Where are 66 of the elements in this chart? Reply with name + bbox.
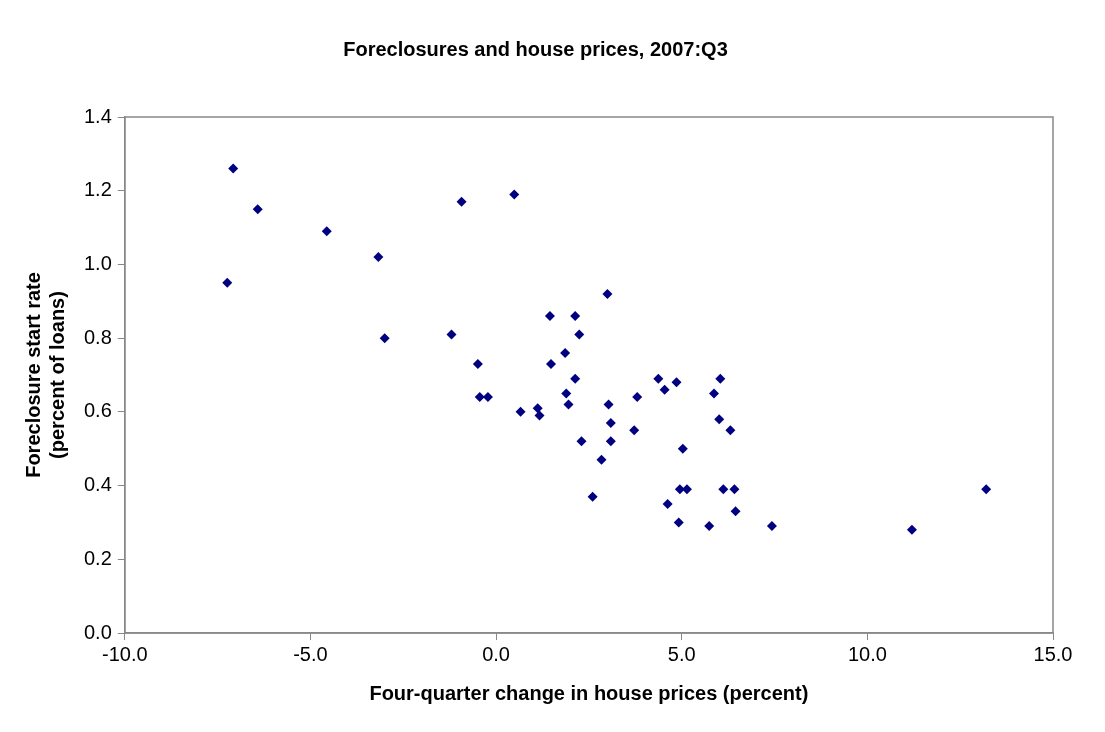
- point: [252, 204, 263, 215]
- point: [673, 517, 684, 528]
- point: [906, 524, 917, 535]
- point: [379, 333, 390, 344]
- point: [729, 484, 740, 495]
- point: [570, 373, 581, 384]
- point: [574, 329, 585, 340]
- chart-title: Foreclosures and house prices, 2007:Q3: [343, 37, 728, 60]
- point: [659, 384, 670, 395]
- point: [709, 388, 720, 399]
- point: [662, 499, 673, 509]
- y-tick-label: 1.4: [83, 104, 112, 127]
- point: [446, 329, 457, 340]
- x-tick-label: -10.0: [102, 642, 148, 665]
- point: [629, 425, 640, 436]
- point: [674, 484, 685, 495]
- point: [602, 288, 613, 299]
- point: [981, 484, 992, 495]
- x-tick-label: 15.0: [1033, 642, 1073, 665]
- y-tick-label: 0.2: [83, 546, 112, 569]
- x-axis-title: Four-quarter change in house prices (percent): [369, 681, 809, 704]
- y-tick-label: 0.0: [83, 620, 112, 643]
- y-tick-label: 0.8: [83, 325, 112, 348]
- x-tick-label: 5.0: [667, 642, 696, 665]
- point: [474, 392, 485, 403]
- point: [718, 484, 729, 495]
- point: [546, 358, 557, 369]
- point: [653, 373, 664, 384]
- point: [730, 506, 741, 517]
- point: [509, 189, 520, 200]
- point: [704, 521, 715, 532]
- point: [632, 392, 643, 403]
- point: [587, 491, 598, 502]
- point: [222, 277, 233, 288]
- point: [560, 347, 571, 358]
- y-tick-label: 0.4: [83, 473, 112, 496]
- point: [677, 443, 688, 454]
- point: [456, 196, 467, 207]
- x-tick-label: 0.0: [482, 642, 510, 665]
- point: [515, 406, 526, 417]
- point: [472, 358, 483, 369]
- point: [605, 436, 616, 447]
- point: [228, 163, 239, 174]
- point: [725, 425, 736, 436]
- point: [532, 403, 543, 414]
- point: [766, 521, 777, 532]
- point: [570, 311, 581, 322]
- point: [576, 436, 587, 447]
- point: [714, 414, 725, 425]
- point: [715, 373, 726, 384]
- point: [671, 377, 682, 388]
- point: [603, 399, 614, 410]
- y-tick-label: 0.6: [83, 399, 112, 422]
- y-tick-label: 1.2: [83, 178, 112, 201]
- x-tick-label: -5.0: [293, 642, 328, 665]
- y-axis-title: Foreclosure start rate (percent of loans): [21, 272, 68, 478]
- point: [563, 399, 574, 410]
- point: [561, 388, 572, 399]
- point: [596, 454, 607, 465]
- point: [544, 311, 555, 322]
- point: [373, 252, 384, 263]
- y-tick-label: 1.0: [83, 251, 112, 274]
- point: [605, 417, 616, 428]
- point: [534, 410, 545, 421]
- x-tick-label: 10.0: [847, 642, 887, 665]
- point: [321, 226, 332, 237]
